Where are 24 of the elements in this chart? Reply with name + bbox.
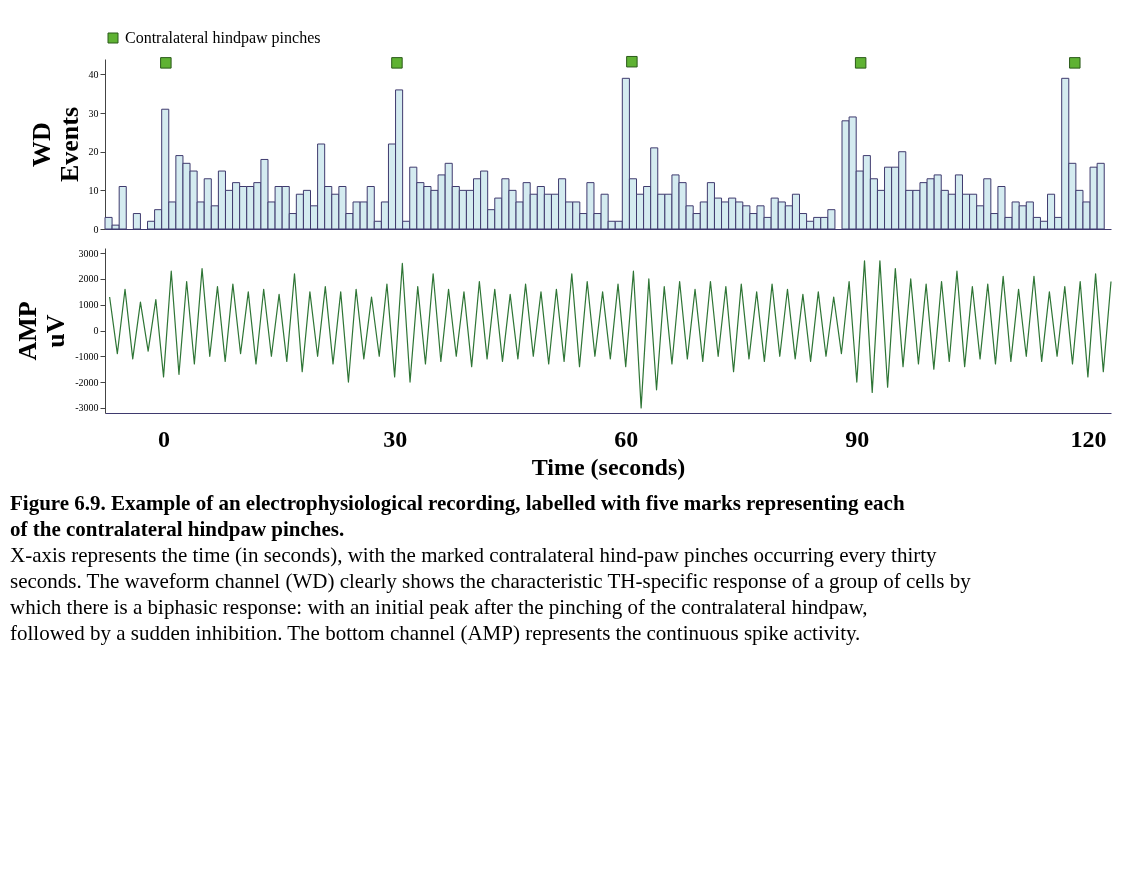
y-tick-label: -1000 — [75, 350, 99, 362]
line-series — [109, 260, 1112, 409]
y-axis-title: AMP uV — [13, 301, 71, 361]
y-tick-label: 10 — [88, 184, 99, 196]
caption: Figure 6.9. Example of an electrophysiological recording, labelled with five marks representing each of the contralateral hindpaw pinches. — [10, 491, 905, 541]
x-tick-label: 60 — [614, 425, 639, 452]
y-tick-label: 0 — [93, 325, 99, 336]
y-tick-label: -3000 — [75, 402, 99, 414]
y-tick-label: -2000 — [75, 376, 99, 388]
x-tick-label: 30 — [383, 425, 408, 452]
x-tick-label: 0 — [158, 425, 171, 452]
x-tick-label: 90 — [845, 425, 870, 452]
x-axis-title: Time (seconds) — [531, 453, 686, 480]
y-tick-label: 0 — [93, 223, 99, 235]
legend-label: Contralateral hindpaw pinches — [125, 29, 321, 47]
y-tick-label: 1000 — [78, 299, 99, 311]
text: X-axis represents the time (in seconds), with the marked contralateral hind-paw pinches occurring every thirty seconds. The waveform channel (WD) clearly shows the characteristic TH-specific response of a group of cells by which there is a biphasic response: with an initial peak after the pinching of the contralateral hindpaw, followed by a sudden inhibition. The bottom channel (AMP) represents the continuous spike activity. — [10, 543, 972, 645]
y-tick-label: 40 — [88, 68, 99, 80]
y-tick-label: 2000 — [78, 273, 99, 285]
y-tick-label: 20 — [88, 146, 99, 158]
x-tick-label: 120 — [1070, 425, 1107, 452]
y-axis-title: WD Events — [26, 106, 84, 183]
y-tick-label: 30 — [88, 107, 99, 119]
y-tick-label: 3000 — [78, 247, 99, 259]
